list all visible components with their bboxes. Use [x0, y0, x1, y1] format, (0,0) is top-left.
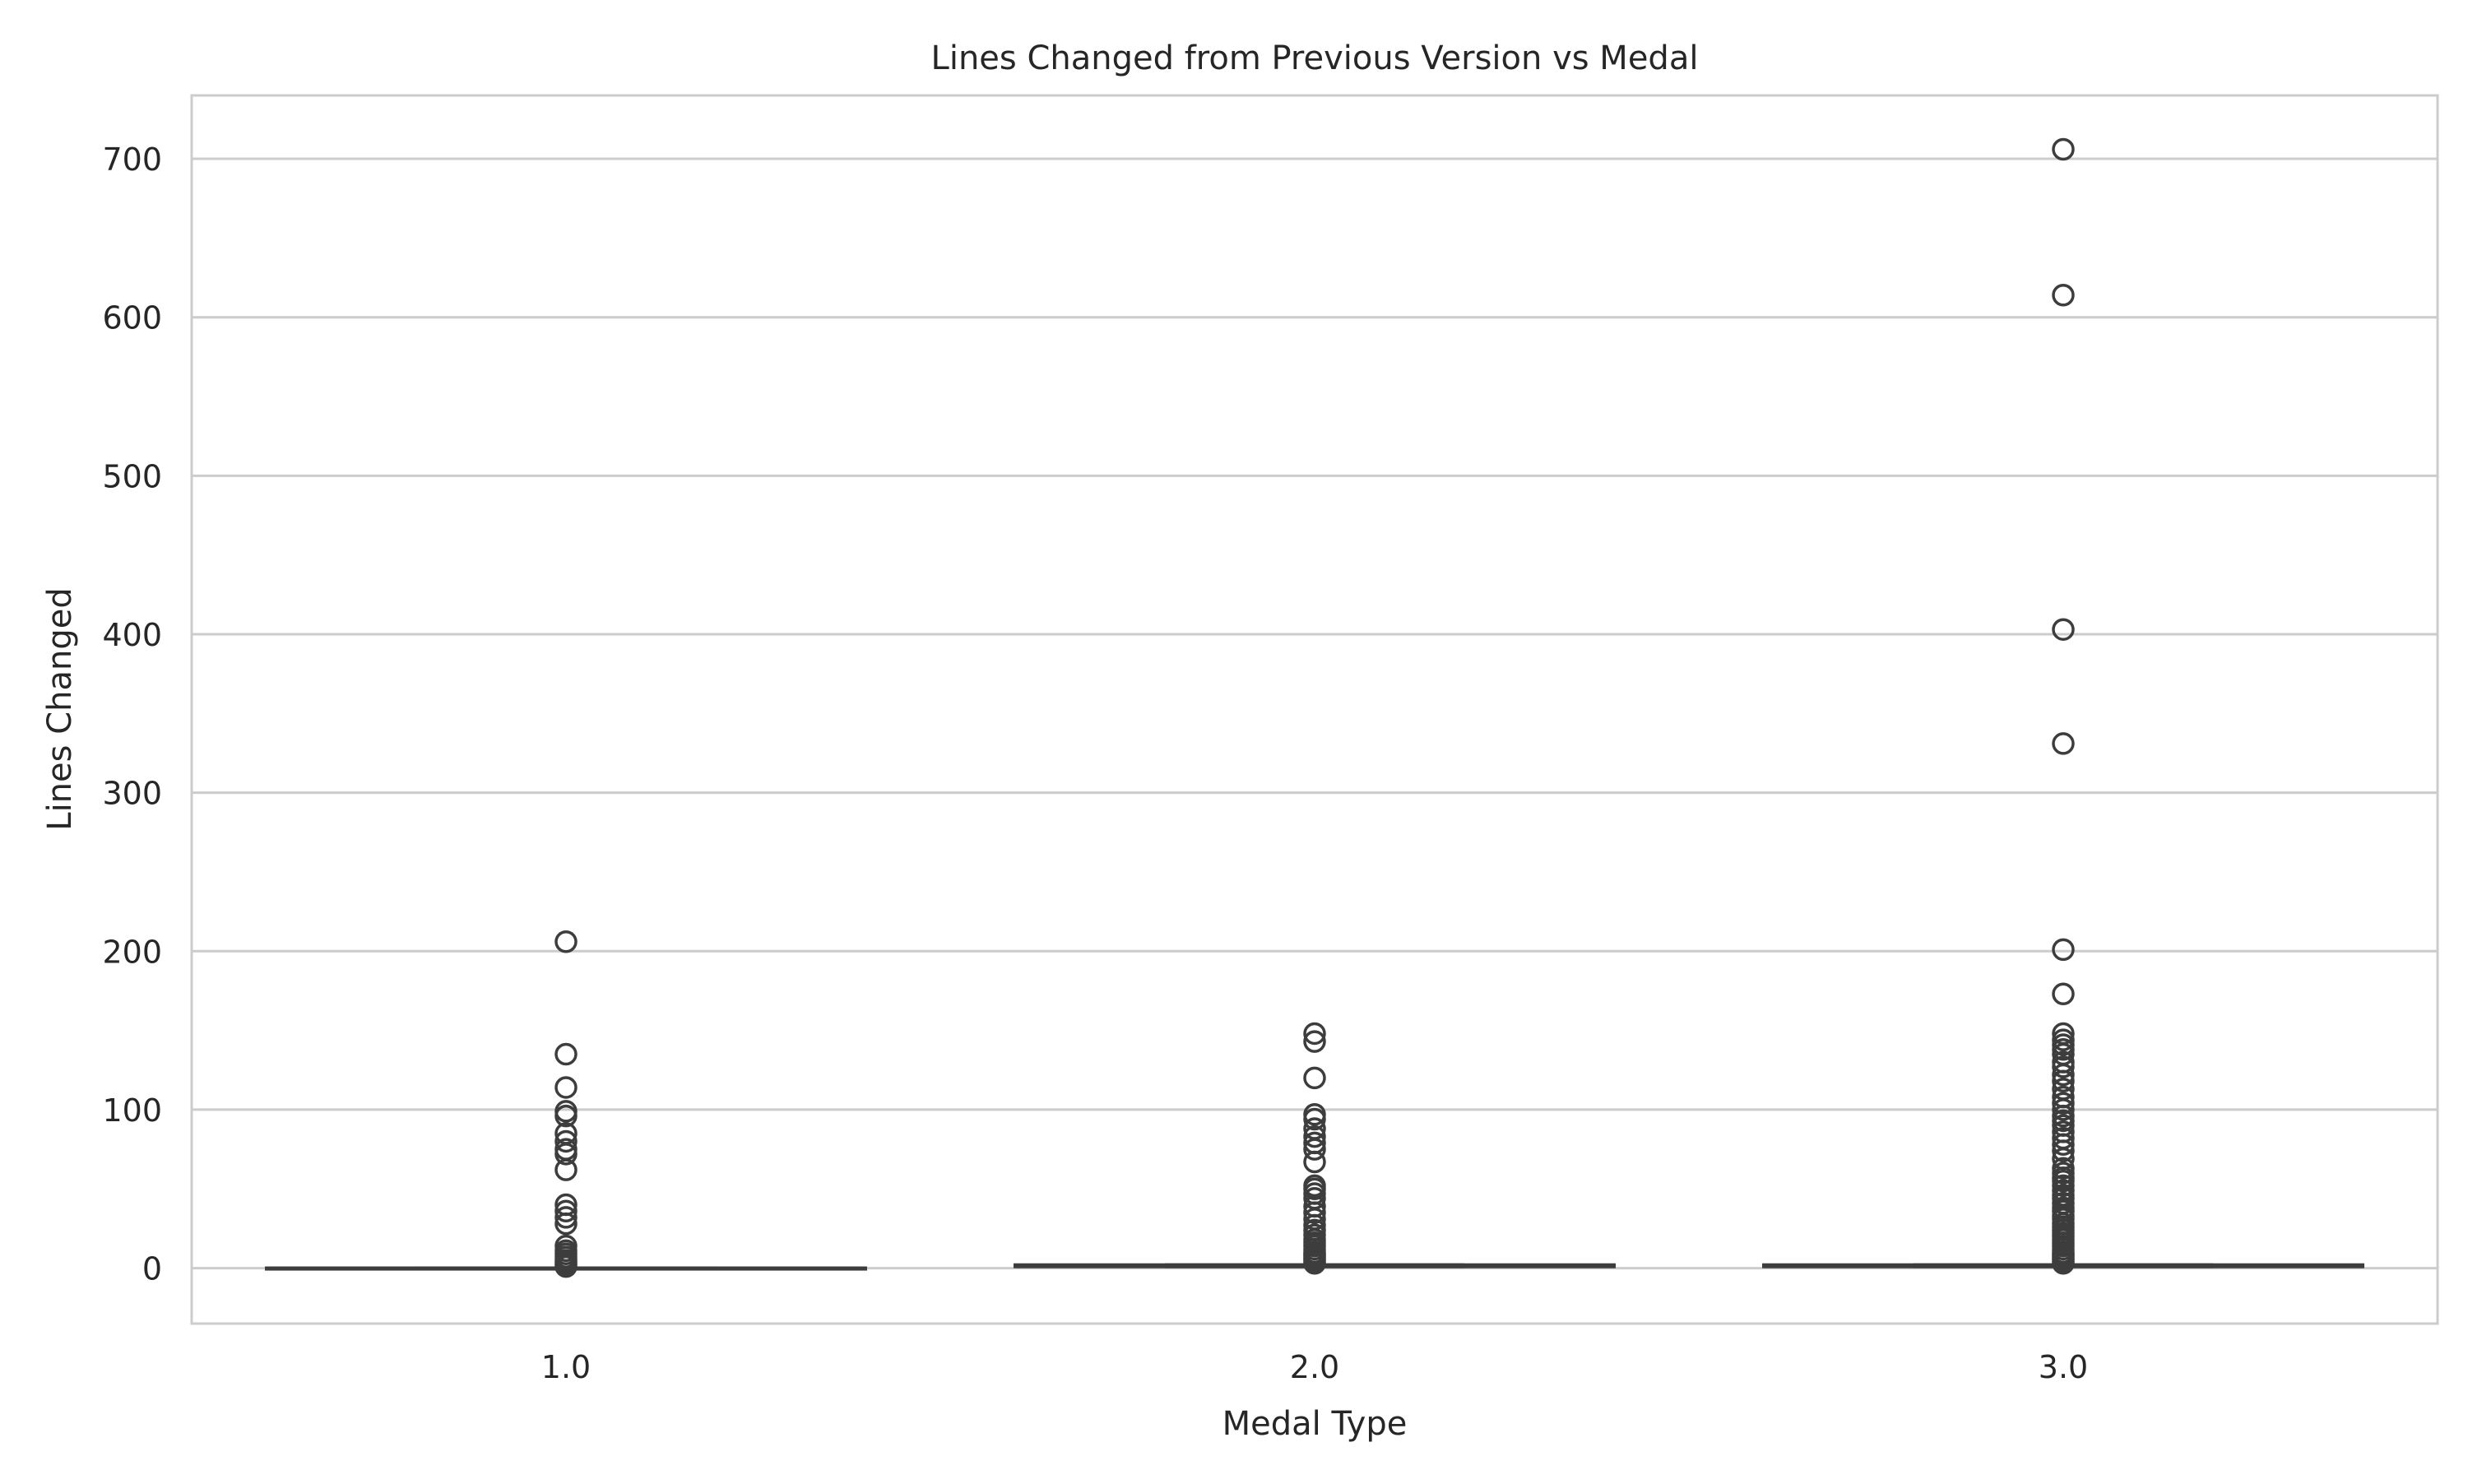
- outlier-point-3.0-24: [2052, 1133, 2075, 1157]
- outlier-points: [554, 137, 2075, 1278]
- y-tick-label-500: 500: [102, 458, 162, 494]
- outlier-point-1.0-4: [554, 1104, 578, 1128]
- outlier-point-1.0-13: [554, 1212, 578, 1236]
- outlier-point-2.0-8: [1303, 1138, 1326, 1161]
- y-tick-label-400: 400: [102, 617, 162, 653]
- outlier-point-3.0-12: [2052, 1055, 2075, 1078]
- outlier-point-3.0-3: [2052, 732, 2075, 755]
- chart-title: Lines Changed from Previous Version vs M…: [931, 39, 1699, 77]
- outlier-point-3.0-1: [2052, 283, 2075, 307]
- outlier-point-3.0-2: [2052, 618, 2075, 641]
- outlier-point-3.0-56: [2052, 1252, 2075, 1275]
- outlier-point-1.0-9: [554, 1158, 578, 1181]
- outlier-point-2.0-1: [1303, 1030, 1326, 1053]
- outlier-point-2.0-31: [1303, 1252, 1326, 1275]
- y-tick-label-700: 700: [102, 141, 162, 178]
- outlier-point-2.0-15: [1303, 1201, 1326, 1224]
- outlier-point-3.0-25: [2052, 1139, 2075, 1162]
- outlier-point-3.0-0: [2052, 137, 2075, 161]
- outlier-point-2.0-0: [1303, 1022, 1326, 1046]
- plot-frame: [190, 94, 2439, 1325]
- outlier-point-1.0-8: [554, 1143, 578, 1166]
- outlier-point-2.0-2: [1303, 1066, 1326, 1090]
- y-tick-label-200: 200: [102, 934, 162, 970]
- x-tick-label-1.0: 1.0: [541, 1349, 591, 1385]
- y-tick-label-300: 300: [102, 776, 162, 812]
- outlier-point-3.0-13: [2052, 1063, 2075, 1087]
- outlier-point-3.0-14: [2052, 1069, 2075, 1093]
- outlier-point-1.0-12: [554, 1206, 578, 1229]
- x-tick-label-3.0: 3.0: [2039, 1349, 2088, 1385]
- x-tick-labels: 1.0 2.0 3.0: [541, 1349, 2088, 1385]
- y-tick-labels: 0 100 200 300 400 500 600 700: [102, 141, 162, 1287]
- outlier-point-1.0-11: [554, 1199, 578, 1222]
- outlier-point-1.0-6: [554, 1129, 578, 1153]
- outlier-point-3.0-5: [2052, 982, 2075, 1006]
- y-tick-label-600: 600: [102, 300, 162, 336]
- outlier-point-1.0-0: [554, 930, 578, 953]
- outlier-point-1.0-22: [554, 1254, 578, 1278]
- outlier-point-3.0-4: [2052, 938, 2075, 962]
- x-axis-label: Medal Type: [1222, 1405, 1408, 1443]
- outlier-point-2.0-9: [1303, 1150, 1326, 1174]
- outlier-point-2.0-6: [1303, 1125, 1326, 1148]
- outlier-point-1.0-2: [554, 1076, 578, 1099]
- y-tick-label-0: 0: [142, 1251, 162, 1287]
- y-tick-label-100: 100: [102, 1092, 162, 1129]
- outlier-point-1.0-1: [554, 1042, 578, 1066]
- x-tick-label-2.0: 2.0: [1290, 1349, 1339, 1385]
- outlier-point-3.0-17: [2052, 1092, 2075, 1115]
- outlier-point-2.0-4: [1303, 1107, 1326, 1131]
- outlier-point-3.0-18: [2052, 1098, 2075, 1121]
- y-axis-label: Lines Changed: [41, 587, 79, 830]
